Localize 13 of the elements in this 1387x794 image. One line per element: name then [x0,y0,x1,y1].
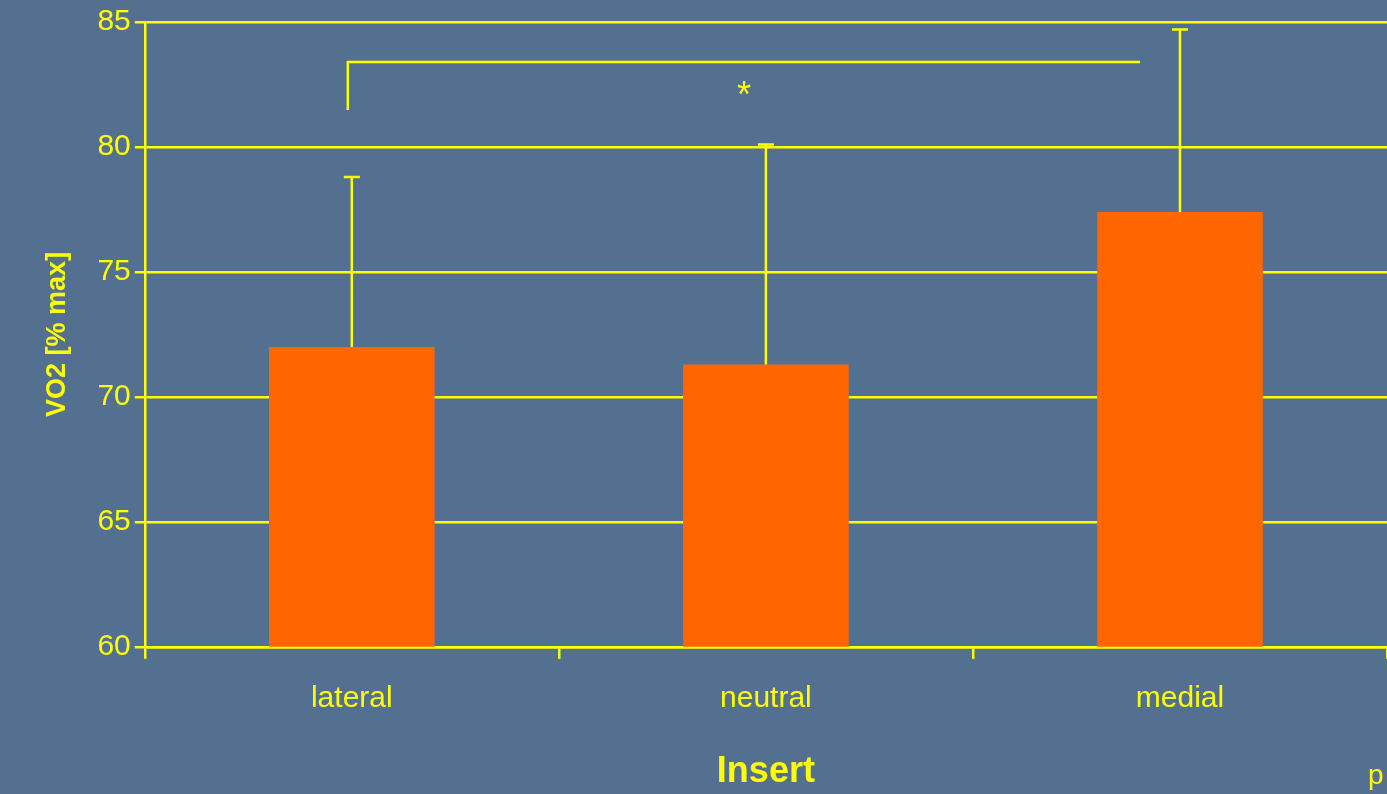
annotation: * [736,73,751,115]
x-tick-label: neutral [720,680,812,714]
x-tick-label: lateral [310,680,393,714]
x-axis-title: Insert [716,749,815,791]
x-tick-label: medial [1135,680,1225,714]
y-tick-label: 80 [97,128,131,162]
y-axis-title: VO2 [% max] [40,251,71,417]
y-tick-label: 75 [97,253,131,287]
y-tick-label: 65 [97,503,131,537]
y-tick-label: 85 [97,3,131,37]
y-tick-label: 70 [97,378,131,412]
text: p [1368,758,1384,790]
y-tick-label: 60 [97,628,131,662]
